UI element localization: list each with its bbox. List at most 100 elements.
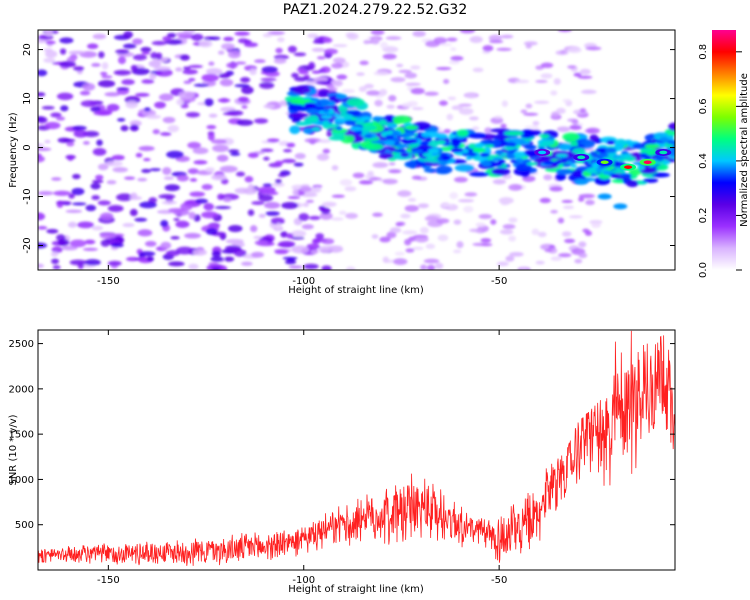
noise-blob [228,50,241,59]
noise-blob [286,233,294,239]
ridge-core-blob [602,170,613,175]
snr-xtick-label: -150 [97,575,120,586]
ridge-blob [404,125,419,131]
noise-blob [484,127,493,134]
ridge-core-blob [620,153,633,159]
peak-core [643,160,652,165]
noise-blob [410,87,425,95]
ridge-blob [503,131,524,136]
ridge-core-blob [306,116,318,123]
ridge-core-blob [555,153,568,158]
noise-blob [556,107,566,114]
noise-blob [419,226,429,234]
noise-blob [277,173,287,177]
ridge-blob [333,117,348,122]
ridge-core-blob [467,152,477,157]
noise-blob [99,232,116,239]
spectrogram-xtick-label: -100 [292,276,315,287]
noise-blob [287,257,295,262]
noise-blob [480,238,492,243]
noise-blob [247,209,255,216]
noise-blob [183,66,191,70]
noise-blob [59,37,74,44]
noise-blob [141,51,151,55]
noise-blob [312,40,326,44]
ridge-core-blob [474,142,485,148]
ridge-core-blob [364,134,373,139]
spectrogram-ytick-label: 20 [22,43,33,56]
noise-blob [117,117,126,122]
ridge-blob [539,134,550,139]
ridge-blob [311,126,321,132]
noise-blob [82,141,90,145]
noise-blob [223,36,234,42]
ridge-blob [644,143,660,149]
noise-blob [90,182,101,190]
noise-blob [85,204,97,212]
noise-blob [522,175,536,183]
noise-blob [371,37,380,45]
noise-blob [332,80,343,87]
noise-blob [111,154,125,161]
noise-blob [107,260,122,267]
noise-blob [539,197,551,204]
noise-blob [123,31,134,39]
noise-blob [371,234,379,239]
noise-blob [223,256,235,262]
noise-blob [288,265,303,269]
noise-blob [561,231,572,237]
ridge-core-blob [439,153,449,158]
noise-blob [501,100,508,108]
ridge-blob [540,154,551,161]
noise-blob [322,37,333,44]
noise-blob [564,238,576,244]
noise-blob [313,76,328,83]
noise-blob [113,69,132,76]
ridge-core-blob [360,116,372,121]
noise-blob [319,212,333,220]
noise-blob [380,41,388,49]
noise-blob [211,174,227,181]
noise-blob [449,192,459,200]
ridge-blob [428,139,439,148]
noise-blob [198,39,213,48]
noise-blob [326,130,333,138]
ridge-blob [469,171,490,177]
noise-blob [577,75,593,79]
noise-blob [562,98,571,103]
noise-blob [247,152,259,158]
ridge-core-blob [391,131,399,136]
noise-blob [152,129,160,135]
noise-blob [550,90,558,96]
noise-blob [540,62,554,68]
noise-blob [274,249,289,255]
ridge-core-blob [318,98,331,105]
noise-blob [165,250,180,257]
ridge-core-blob [425,136,433,143]
noise-blob [44,139,51,144]
noise-blob [193,83,209,87]
ridge-core-blob [346,110,360,115]
noise-blob [106,103,120,112]
noise-blob [294,76,309,82]
noise-blob [208,113,218,118]
ridge-core-blob [541,140,555,146]
ridge-blob [340,134,355,144]
ridge-core-blob [304,102,317,108]
noise-blob [72,173,81,180]
noise-blob [175,32,193,37]
noise-blob [550,256,562,261]
peak-core [538,150,547,155]
ridge-core-blob [640,148,653,152]
noise-blob [417,203,429,209]
noise-blob [38,116,48,124]
noise-blob [405,248,415,253]
noise-blob [175,220,190,228]
noise-blob [155,68,173,77]
noise-blob [407,100,418,107]
noise-blob [176,246,194,255]
noise-blob [263,104,275,109]
noise-blob [439,43,453,47]
noise-blob [214,205,232,210]
